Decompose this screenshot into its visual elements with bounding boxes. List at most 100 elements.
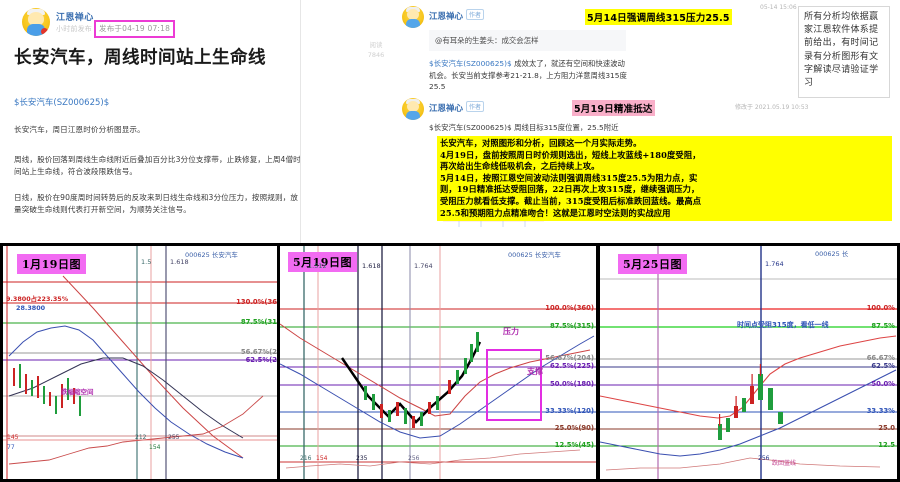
analysis-line-4: 5月14日，按照江恩空间波动法则强调周线315度25.5为阻力点，实 xyxy=(440,172,698,183)
analysis-line-7: 25.5和预期阻力点精准吻合！这就是江恩时空法则的实战应用 xyxy=(440,207,671,218)
comment-body-1: $长安汽车(SZ000625)$ 成效太了，就还有空间和快速波动机会。长安当前支… xyxy=(429,58,629,93)
level-label: 12.5%(45) xyxy=(554,441,594,449)
annotation-pressure: 压力 xyxy=(503,327,519,336)
comment-author-2[interactable]: 江恩禅心 作者 xyxy=(429,101,485,114)
bottom-label: 145 xyxy=(7,434,19,441)
bottom-label: 212 xyxy=(135,434,147,441)
top-content-band: 江恩禅心 小时前发布 发布于04-19 07:18 长安汽车，周线时间站上生命线… xyxy=(0,0,892,243)
time-ratio-label: 1.5 xyxy=(141,258,152,266)
comment-avatar[interactable] xyxy=(402,6,424,28)
chart-plot-area xyxy=(3,246,279,479)
level-label: 62.5%(2 xyxy=(245,356,277,364)
comment-text: 周线目标315度位置，25.5附近 xyxy=(514,123,619,132)
chart-date-tag: 5月19日图 xyxy=(288,252,357,272)
time-ratio-label: 1.618 xyxy=(170,258,189,266)
chart-plot-area xyxy=(600,246,897,479)
level-label: 62.5% xyxy=(871,362,895,370)
bottom-label: 256 xyxy=(408,455,420,462)
chart-plot-area xyxy=(280,246,596,479)
level-label: 50.0% xyxy=(871,380,895,388)
read-count-block: 阅读 7846 xyxy=(361,40,391,60)
highlight-note-may19: 5月19日精准抵达 xyxy=(572,100,655,116)
chart-ticker-label: 000625 长安汽车 xyxy=(185,251,238,259)
level-label: 100.0% xyxy=(866,304,895,312)
level-label: 100.0%(360) xyxy=(545,304,594,312)
page-title: 长安汽车，周线时间站上生命线 xyxy=(14,48,266,68)
chart-annotation-space: 跌幅缩空间 xyxy=(61,388,94,396)
price-annotation: 28.3800 xyxy=(16,304,46,312)
notice-box: 所有分析均依据赢家江恩软件体系提前给出，有时间记录有分析图形有文字解读尽请验证学… xyxy=(798,6,890,98)
time-ratio-label: 1.618 xyxy=(362,262,381,270)
time-ratio-label: 1.512 xyxy=(308,262,327,270)
comment-avatar[interactable] xyxy=(402,98,424,120)
level-label: 33.33% xyxy=(866,407,895,415)
level-label: 12.5 xyxy=(878,441,895,449)
level-label: 25.0%(90) xyxy=(554,424,594,432)
level-label: 87.5%(31 xyxy=(240,318,277,326)
chart-ticker-label: 000625 长安汽车 xyxy=(508,251,561,259)
corner-timestamp: 05-14 15:06 xyxy=(760,4,797,11)
comment-text: 成效太了，就还有空间和快速波动机会。长安当前支撑参考21-21.8，上方阻力洋意… xyxy=(429,59,627,91)
level-label: 130.0%(36 xyxy=(236,298,277,306)
level-label: 25.0 xyxy=(878,424,895,432)
level-label: 87.5%(315) xyxy=(550,322,594,330)
author-badge: 作者 xyxy=(466,9,485,20)
analysis-line-2: 4月19日，盘前按照周日时价规则选出，短线上攻蓝线+180度受阻， xyxy=(440,149,701,160)
author-row: 江恩禅心 小时前发布 发布于04-19 07:18 xyxy=(22,7,292,39)
article-panel: 江恩禅心 小时前发布 发布于04-19 07:18 长安汽车，周线时间站上生命线… xyxy=(0,0,301,243)
chart-panel-may19[interactable]: 000625 长安汽车 5月19日图 1.512 1.618 1.764 压力 … xyxy=(277,243,599,482)
level-label: 56.67%(204) xyxy=(545,354,594,362)
read-label: 阅读 xyxy=(369,41,383,49)
edit-timestamp: 修改于 2021.05.19 10:53 xyxy=(735,104,809,111)
price-annotation: 9.3800占223.35% xyxy=(6,295,69,303)
comment-stock-link[interactable]: $长安汽车(SZ000625)$ xyxy=(429,123,512,132)
chart-ticker-label: 000625 长 xyxy=(815,250,849,258)
annotation-time-resistance: 时间点受阻315度，看低一线 xyxy=(737,321,829,329)
bottom-label: 77 xyxy=(7,444,15,451)
annotation-support: 支撑 xyxy=(527,367,543,376)
column-divider-1 xyxy=(300,0,301,243)
comment-author-1[interactable]: 江恩禅心 作者 xyxy=(429,9,485,22)
highlight-note-may14: 5月14日强调周线315压力25.5 xyxy=(585,9,732,25)
bottom-label: 216 xyxy=(300,455,312,462)
author-meta: 小时前发布 xyxy=(56,25,92,33)
comment-author-name: 江恩禅心 xyxy=(429,12,464,22)
article-paragraph-3: 日线，股价在90度周时间转势后的反攻来到日线生命线和3分位压力，按照规则，放量突… xyxy=(14,193,299,214)
analysis-line-5: 则，19日精准抵达受阻回落，22日再次上攻315度，继续强调压力， xyxy=(440,184,700,195)
bottom-label: 154 xyxy=(149,444,161,451)
bottom-label: 255 xyxy=(168,434,180,441)
read-count: 7846 xyxy=(367,51,385,59)
bottom-label: 256 xyxy=(758,455,770,462)
level-label: 56.67%(2 xyxy=(240,348,277,356)
comment-body-2: $长安汽车(SZ000625)$ 周线目标315度位置，25.5附近 xyxy=(429,122,629,134)
analysis-line-1: 长安汽车，对照图形和分析，回顾这一个月实际走势。 xyxy=(440,138,642,148)
analysis-highlight-block: 长安汽车，对照图形和分析，回顾这一个月实际走势。 4月19日，盘前按照周日时价规… xyxy=(437,136,892,222)
chart-panel-may25[interactable]: 000625 长 5月25日图 1.764 时间点受阻315度，看低一线 跌回蓝… xyxy=(597,243,900,482)
comment-author-name: 江恩禅心 xyxy=(429,104,464,114)
author-name[interactable]: 江恩禅心 xyxy=(56,13,94,23)
chart-date-tag: 5月25日图 xyxy=(618,254,687,274)
time-ratio-label: 1.764 xyxy=(414,262,433,270)
comment-stock-link[interactable]: $长安汽车(SZ000625)$ xyxy=(429,59,512,68)
time-ratio-label: 1.764 xyxy=(765,260,784,268)
author-badge: 作者 xyxy=(466,101,485,112)
chart-panel-jan19[interactable]: 000625 长安汽车 1月19日图 1.5 1.618 9.3800占223.… xyxy=(0,243,282,482)
analysis-line-6: 受阻压力就看低支撑。截止当前，315度受阻后标准跌回蓝线。最高点 xyxy=(440,195,702,206)
bottom-label: 154 xyxy=(316,455,328,462)
analysis-line-3: 再次给出生命线低吸机会，之后持续上攻。 xyxy=(440,161,600,172)
level-label: 33.33%(120) xyxy=(545,407,594,415)
bottom-label: 235 xyxy=(356,455,368,462)
annotation-back-to-blueline: 跌回蓝线 xyxy=(772,460,797,467)
article-paragraph-1: 长安汽车，周日江恩时价分析图显示。 xyxy=(14,125,145,134)
level-label: 50.0%(180) xyxy=(550,380,594,388)
level-label: 66.67% xyxy=(866,354,895,362)
chart-date-tag: 1月19日图 xyxy=(17,254,86,274)
stock-tag-link[interactable]: $长安汽车(SZ000625)$ xyxy=(14,98,110,108)
comment-quote: @有耳朵的生姜头：成交会怎样 xyxy=(429,30,626,51)
pressure-zone-box xyxy=(486,349,542,421)
level-label: 62.5%(225) xyxy=(550,362,594,370)
avatar[interactable] xyxy=(22,8,50,36)
publish-time: 发布于04-19 07:18 xyxy=(94,20,176,38)
article-paragraph-2: 周线，股价回落到周线生命线附近后叠加百分比3分位支撑带，止跌修复，上周4僧时间站… xyxy=(14,155,301,176)
